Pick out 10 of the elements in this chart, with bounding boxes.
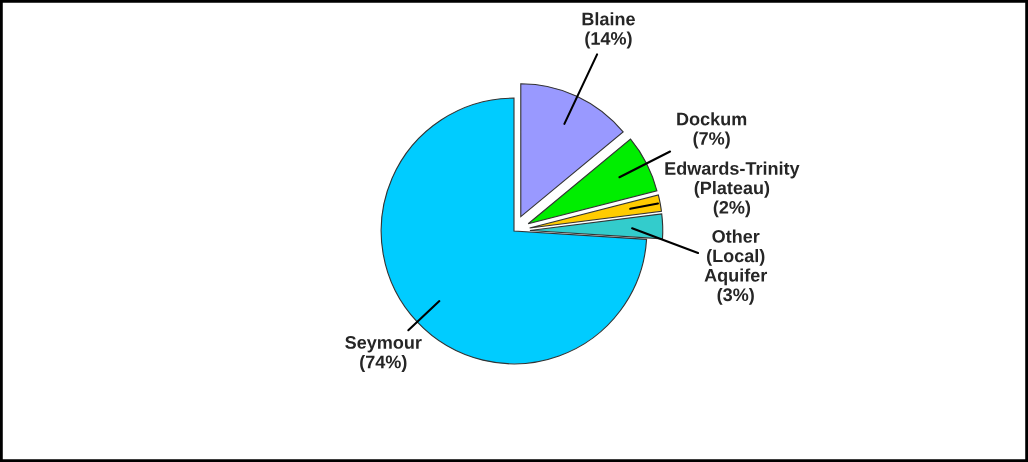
slice-label: Blaine	[582, 12, 635, 26]
slice-label: Seymour	[345, 336, 422, 353]
data-label: (14%)	[585, 31, 632, 49]
data-label: (3%)	[717, 287, 754, 305]
data-label: (74%)	[360, 355, 407, 372]
slice-label: Edwards-Trinity (Plateau)	[665, 161, 800, 198]
data-label: (7%)	[693, 131, 730, 149]
slice-label: Other (Local) Aquifer	[704, 229, 768, 286]
slice-label: Dockum	[677, 112, 747, 126]
data-label: (2%)	[713, 200, 751, 218]
